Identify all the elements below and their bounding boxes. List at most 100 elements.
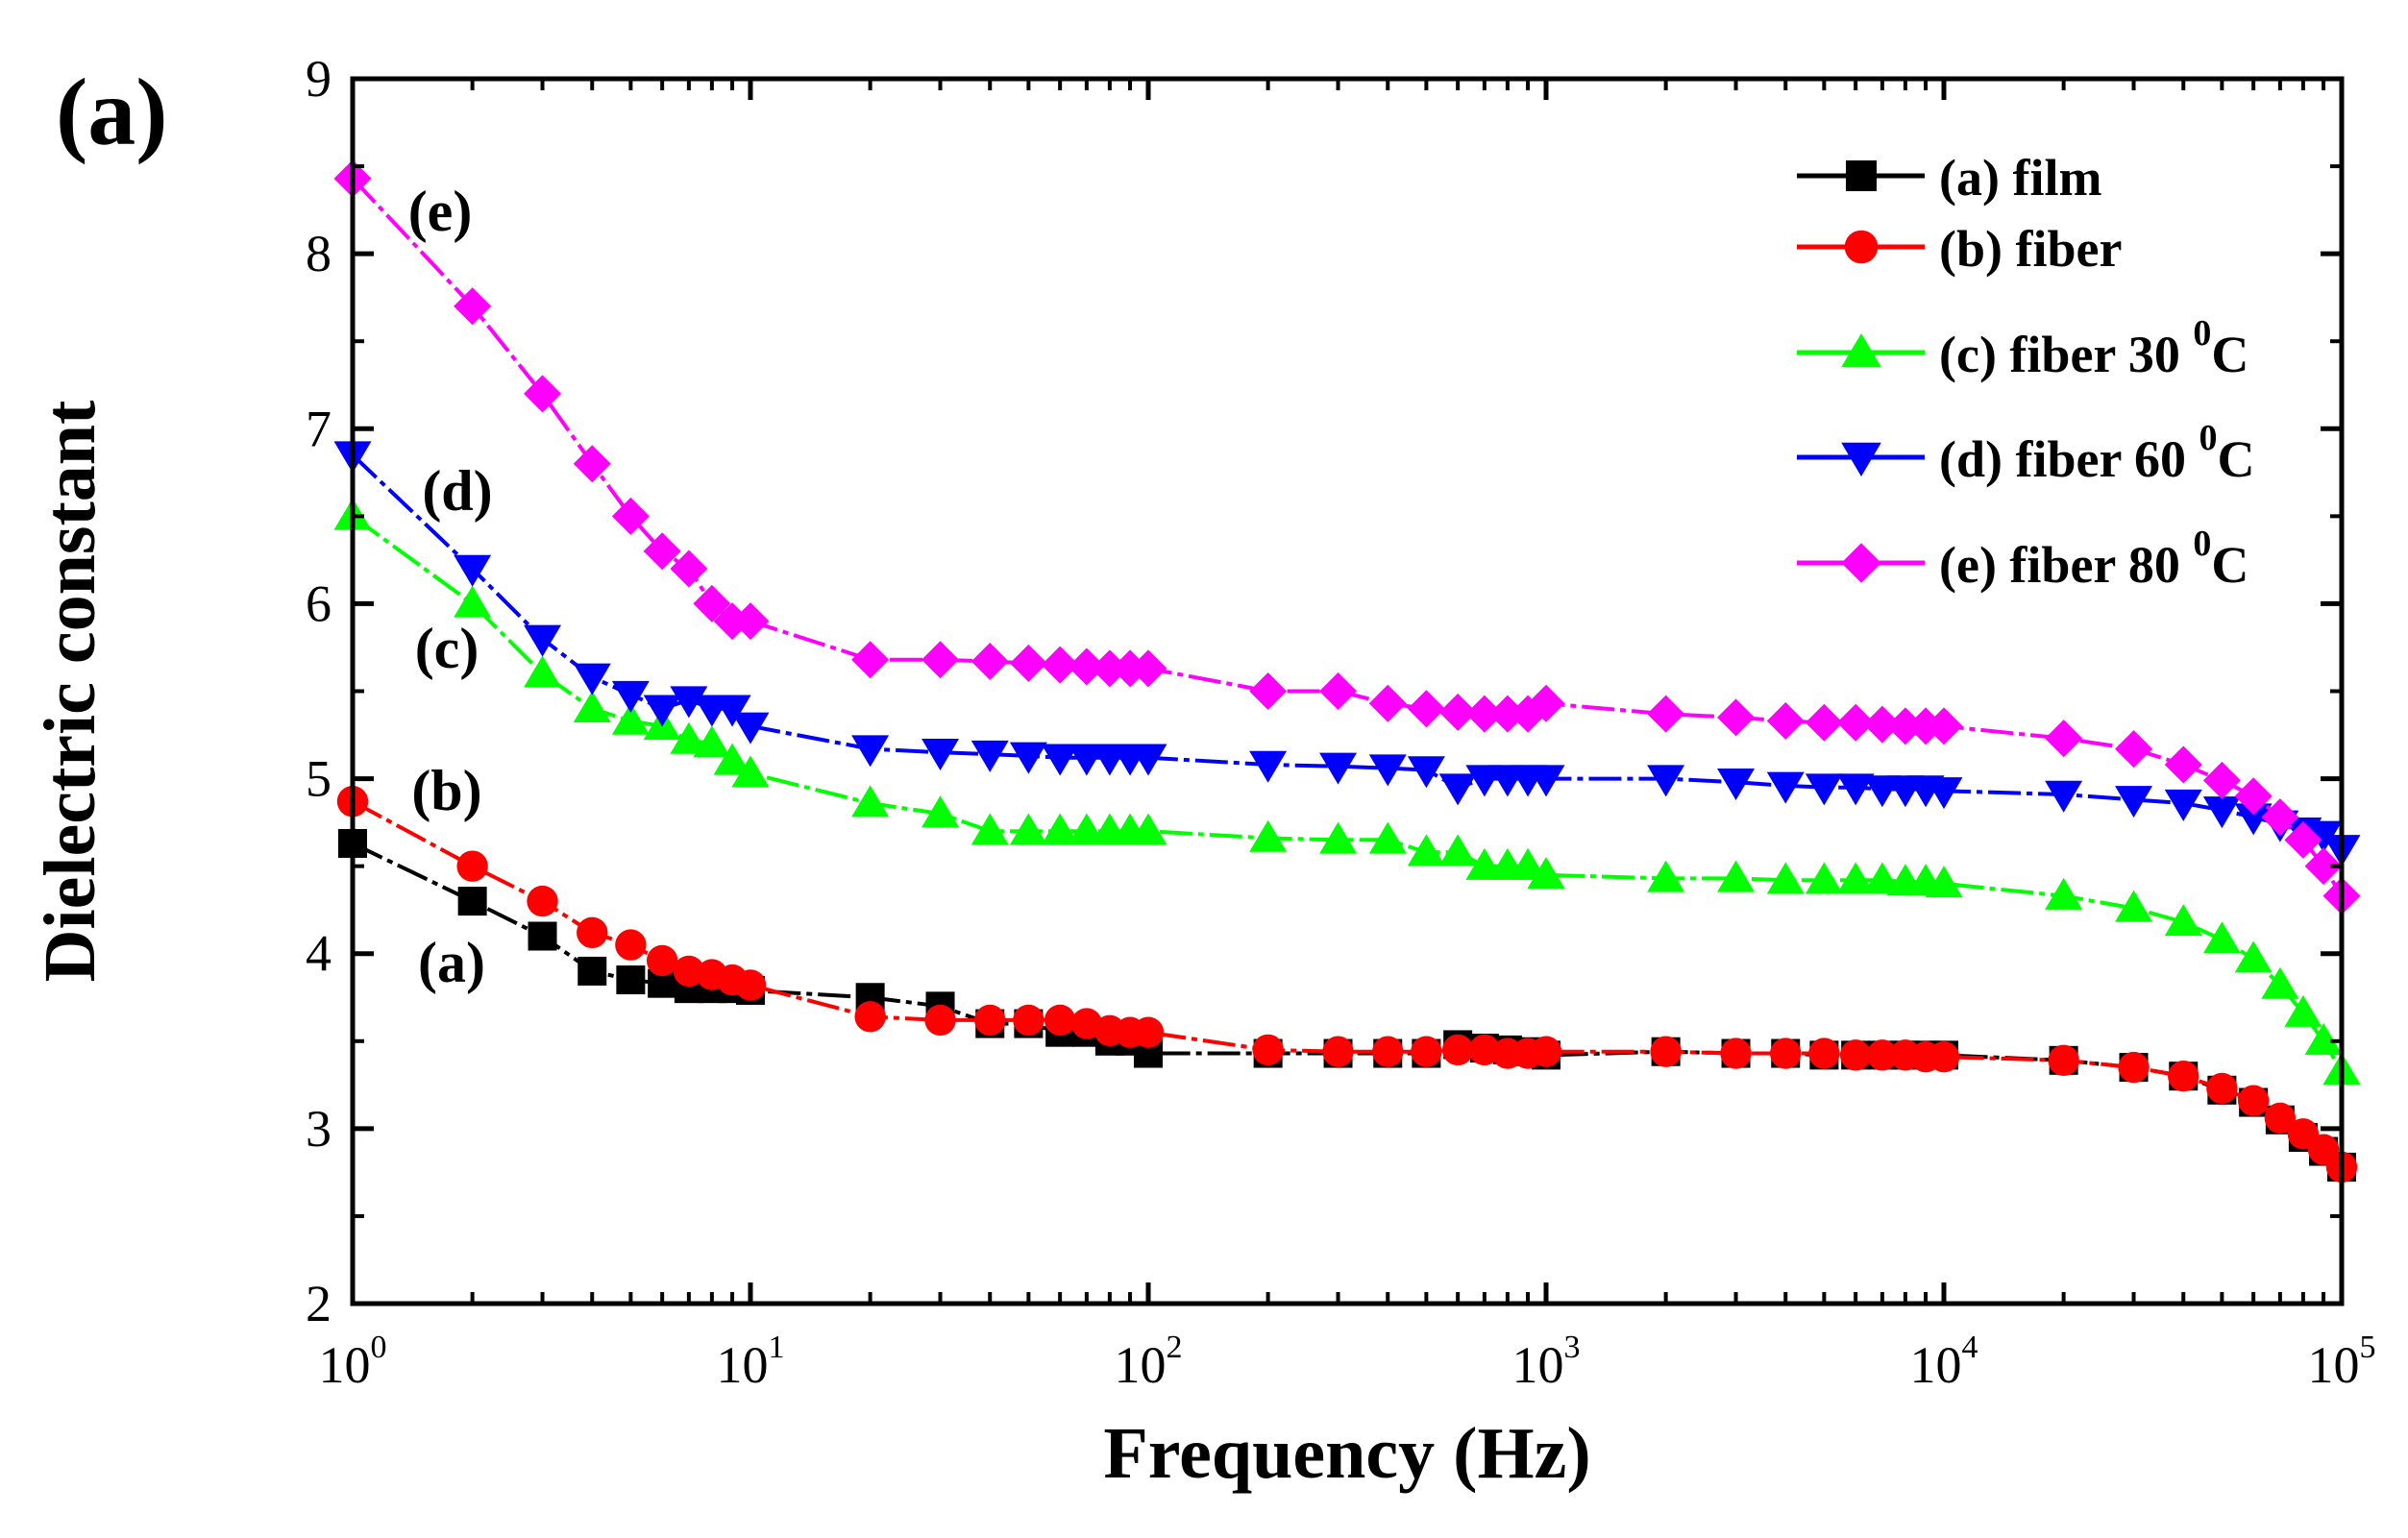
legend-entry: (b) fiber: [1797, 220, 2122, 278]
data-point: [1650, 1036, 1682, 1067]
data-point: [1805, 703, 1843, 742]
data-point: [2234, 777, 2273, 816]
data-point: [1249, 672, 1288, 710]
data-point: [1438, 693, 1477, 731]
data-point: [2284, 820, 2322, 859]
data-point: [1319, 821, 1358, 854]
data-point: [1009, 742, 1047, 774]
x-tick-label: 103: [1512, 1330, 1581, 1394]
data-point: [1041, 744, 1079, 776]
data-point: [921, 739, 960, 770]
y-tick-label: 8: [306, 225, 332, 282]
data-point: [670, 686, 708, 719]
data-point: [573, 445, 611, 483]
data-point: [713, 743, 751, 775]
data-point: [1368, 754, 1407, 787]
data-point: [1091, 649, 1129, 688]
data-point: [616, 965, 646, 995]
data-point: [1129, 813, 1167, 845]
data-point: [611, 680, 650, 713]
data-point: [1717, 698, 1756, 737]
data-point: [1319, 672, 1358, 710]
x-tick-label: 105: [2308, 1330, 2376, 1394]
data-point: [924, 1004, 956, 1037]
data-point: [1647, 695, 1685, 733]
data-point: [971, 813, 1009, 845]
legend-label: (c) fiber 30 0C: [1939, 313, 2248, 383]
data-point: [2115, 786, 2153, 818]
legend-marker: [1841, 442, 1881, 476]
legend-label: (d) fiber 60 0C: [1939, 418, 2254, 488]
data-point: [1717, 768, 1756, 800]
data-point: [1866, 1039, 1899, 1071]
data-point: [670, 721, 708, 754]
legend-marker: [1844, 230, 1879, 264]
data-point: [2118, 1051, 2150, 1084]
data-point: [921, 641, 960, 679]
axes: 2 3 4 5 6 7 8 9 100 101 102 103 104 105: [306, 50, 2376, 1394]
data-point: [2234, 940, 2273, 973]
data-point: [573, 663, 611, 696]
data-point: [2045, 877, 2083, 910]
data-point: [2045, 720, 2083, 758]
y-tick-label: 6: [306, 574, 332, 632]
data-point: [971, 740, 1009, 772]
data-point: [454, 554, 492, 587]
data-point: [851, 641, 890, 679]
legend: (a) film (b) fiber (c) fiber 30 0C (d) fibe…: [1797, 149, 2254, 594]
data-point: [2284, 994, 2322, 1027]
series-line: [351, 453, 2344, 850]
data-point: [1368, 684, 1407, 722]
data-point: [2304, 1023, 2343, 1056]
data-point: [2045, 780, 2083, 813]
data-point: [1132, 1016, 1165, 1048]
data-point: [1836, 703, 1875, 742]
data-point: [643, 532, 681, 571]
data-point: [1863, 705, 1902, 744]
data-point: [1717, 860, 1756, 892]
data-point: [2115, 730, 2153, 769]
data-point: [1438, 834, 1477, 867]
data-point: [1041, 646, 1079, 684]
data-point: [454, 287, 492, 326]
panel-label: (a): [56, 59, 168, 165]
data-point: [2304, 847, 2343, 886]
series-2: [336, 786, 2358, 1184]
legend-entry: (e) fiber 80 0C: [1797, 524, 2248, 594]
data-point: [1322, 1036, 1354, 1067]
data-point: [1407, 834, 1445, 867]
data-point: [2164, 904, 2202, 937]
y-tick-label: 5: [306, 750, 332, 808]
data-point: [524, 624, 562, 657]
y-tick-label: 9: [306, 50, 332, 108]
data-point: [1928, 1040, 1960, 1073]
data-point: [1527, 857, 1565, 889]
data-point: [1068, 647, 1106, 686]
data-point: [851, 735, 890, 768]
curve-label: (e): [408, 180, 473, 243]
curve-label: (a): [418, 931, 485, 994]
data-point: [2115, 890, 2153, 922]
data-point: [693, 584, 731, 623]
data-point: [1836, 862, 1875, 894]
data-point: [1372, 1036, 1404, 1067]
data-point: [2264, 1102, 2297, 1135]
data-point: [1465, 695, 1504, 733]
data-point: [1530, 1036, 1562, 1067]
data-point: [1319, 752, 1358, 785]
legend-marker: [1846, 160, 1877, 191]
legend-label: (b) fiber: [1939, 220, 2122, 278]
data-point: [851, 785, 890, 818]
data-point: [1527, 684, 1565, 722]
data-point: [693, 725, 731, 758]
data-point: [1805, 862, 1843, 894]
legend-entry: (c) fiber 30 0C: [1797, 313, 2248, 383]
curve-label: (d): [422, 459, 492, 523]
data-point: [1836, 773, 1875, 806]
data-point: [2261, 966, 2299, 999]
data-point: [1863, 862, 1902, 894]
data-point: [1468, 1034, 1501, 1066]
data-point: [524, 655, 562, 688]
data-point: [1720, 1038, 1752, 1069]
